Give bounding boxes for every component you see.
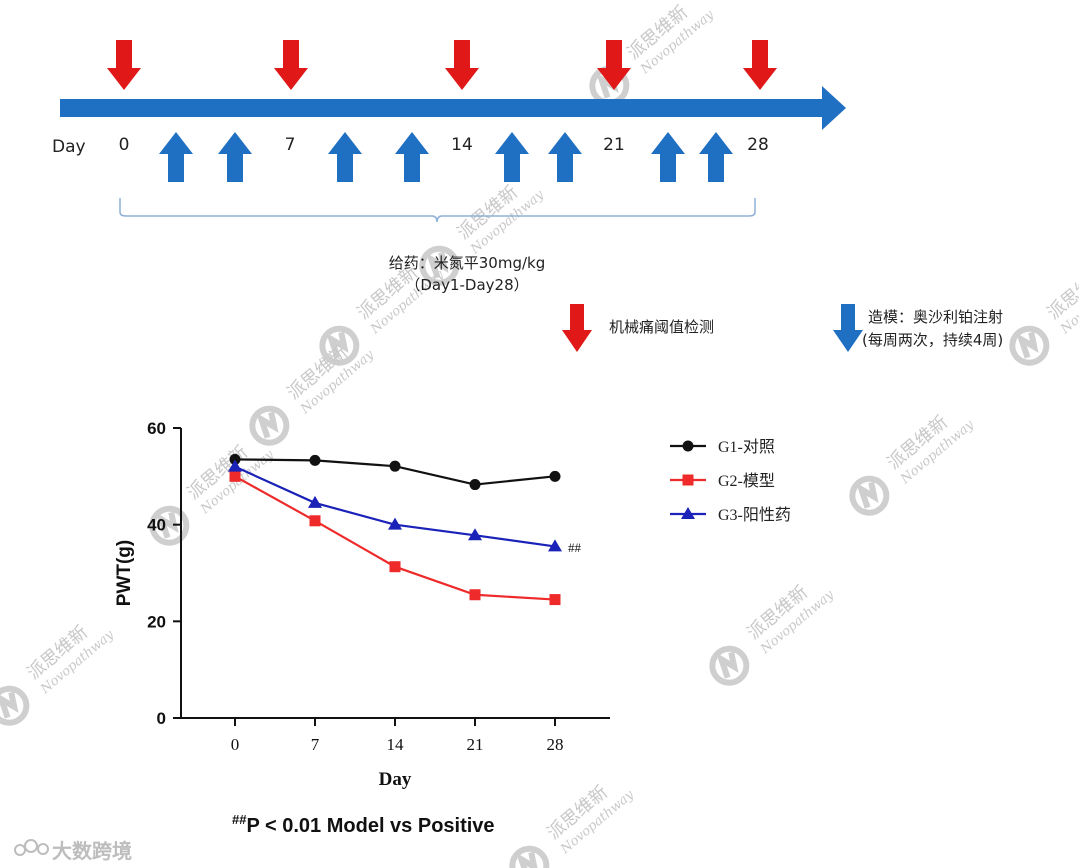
legend-item-2: G2-模型 bbox=[670, 472, 775, 490]
x-axis-label: Day bbox=[379, 769, 412, 790]
data-point bbox=[549, 594, 561, 606]
legend-swatch-marker bbox=[681, 507, 695, 519]
y-tick-group: 0 20 40 60 bbox=[147, 419, 181, 728]
timeline-day-7: 7 bbox=[285, 135, 296, 155]
data-point bbox=[229, 470, 241, 482]
data-point bbox=[229, 453, 241, 465]
injection-arrow-0 bbox=[159, 132, 193, 182]
injection-arrow-7 bbox=[699, 132, 733, 182]
x-tick-label: 28 bbox=[547, 735, 564, 754]
watermark-logo bbox=[845, 472, 893, 520]
dosing-text: 给药：米氮平30mg/kg bbox=[389, 254, 545, 272]
corner-logo-text: 大数跨境 bbox=[52, 839, 132, 863]
y-tick-label: 20 bbox=[147, 612, 166, 631]
test-arrow-0 bbox=[107, 40, 141, 90]
x-tick-label: 14 bbox=[387, 735, 405, 754]
x-tick-group: 0 7 14 21 28 bbox=[231, 718, 564, 754]
test-arrow-3 bbox=[597, 40, 631, 90]
injection-arrow-6 bbox=[651, 132, 685, 182]
legend-test-arrow: 机械痛阈值检测 bbox=[562, 304, 714, 352]
y-axis-label: PWT(g) bbox=[114, 540, 135, 606]
timeline-bar bbox=[60, 99, 825, 117]
timeline-day-14: 14 bbox=[451, 135, 473, 155]
watermark-logo bbox=[245, 402, 293, 450]
pwt-line-chart: 0 20 40 60 0 7 14 21 28 PWT(g) Day ## G1-对照 G2-模… bbox=[114, 419, 791, 837]
series-1 bbox=[229, 453, 561, 491]
timeline-day-21: 21 bbox=[603, 135, 625, 155]
timeline-day-label: Day bbox=[52, 137, 86, 157]
footnote-text: P < 0.01 Model vs Positive bbox=[246, 815, 494, 837]
timeline-diagram: Day 0 7 14 21 28 给药：米氮平30mg/kg （Day1-Day… bbox=[52, 40, 1003, 352]
injection-arrow-5 bbox=[548, 132, 582, 182]
series-3 bbox=[228, 459, 562, 552]
data-point bbox=[389, 460, 401, 472]
test-arrow-4 bbox=[743, 40, 777, 90]
data-point bbox=[389, 561, 401, 573]
legend-item-3: G3-阳性药 bbox=[670, 506, 791, 524]
timeline-day-28: 28 bbox=[747, 135, 769, 155]
series-line bbox=[234, 475, 556, 601]
corner-logo: 大数跨境 bbox=[14, 839, 132, 863]
data-point bbox=[468, 528, 482, 541]
injection-arrow-3 bbox=[395, 132, 429, 182]
legend-swatch-marker bbox=[682, 440, 694, 452]
data-point bbox=[388, 517, 402, 530]
legend-label: G2-模型 bbox=[718, 472, 775, 490]
chart-legend: G1-对照 G2-模型 G3-阳性药 bbox=[670, 438, 791, 524]
injection-arrow-group bbox=[159, 132, 733, 182]
injection-arrow-4 bbox=[495, 132, 529, 182]
data-point bbox=[308, 495, 322, 508]
footnote-superscript: ## bbox=[232, 812, 247, 827]
y-tick-label: 40 bbox=[147, 516, 166, 535]
series-layer bbox=[228, 453, 562, 606]
legend-model-label: 造模：奥沙利铂注射 bbox=[868, 308, 1003, 326]
watermark-logo bbox=[505, 842, 553, 868]
dosing-brace bbox=[119, 198, 756, 223]
watermark-logo bbox=[705, 642, 753, 690]
x-tick-label: 7 bbox=[311, 735, 320, 754]
test-arrow-2 bbox=[445, 40, 479, 90]
data-point bbox=[309, 454, 321, 466]
dosing-range: （Day1-Day28） bbox=[405, 276, 528, 294]
series-2 bbox=[229, 470, 561, 606]
data-point bbox=[469, 479, 481, 491]
legend-label: G1-对照 bbox=[718, 438, 775, 456]
data-point bbox=[548, 539, 562, 552]
watermark-logo bbox=[0, 682, 33, 730]
data-point bbox=[549, 470, 561, 482]
y-tick-label: 60 bbox=[147, 419, 166, 438]
significance-mark: ## bbox=[568, 540, 582, 555]
legend-swatch-marker bbox=[682, 474, 694, 486]
legend-model-arrow: 造模：奥沙利铂注射 (每周两次，持续4周) bbox=[833, 304, 1003, 352]
chart-footnote: ##P < 0.01 Model vs Positive bbox=[232, 812, 495, 837]
watermark-logo bbox=[1005, 322, 1053, 370]
injection-arrow-1 bbox=[218, 132, 252, 182]
y-tick-label: 0 bbox=[157, 709, 166, 728]
test-arrow-1 bbox=[274, 40, 308, 90]
legend-model-sub: (每周两次，持续4周) bbox=[862, 331, 1003, 349]
x-tick-label: 21 bbox=[467, 735, 484, 754]
series-line bbox=[234, 465, 556, 548]
legend-test-label: 机械痛阈值检测 bbox=[609, 318, 714, 336]
data-point bbox=[228, 459, 242, 472]
x-tick-label: 0 bbox=[231, 735, 240, 754]
injection-arrow-2 bbox=[328, 132, 362, 182]
data-point bbox=[469, 589, 481, 601]
test-arrow-group bbox=[107, 40, 777, 90]
timeline-arrowhead bbox=[822, 86, 846, 130]
data-point bbox=[309, 515, 321, 527]
timeline-day-0: 0 bbox=[119, 135, 130, 155]
legend-label: G3-阳性药 bbox=[718, 506, 791, 524]
legend-item-1: G1-对照 bbox=[670, 438, 775, 456]
